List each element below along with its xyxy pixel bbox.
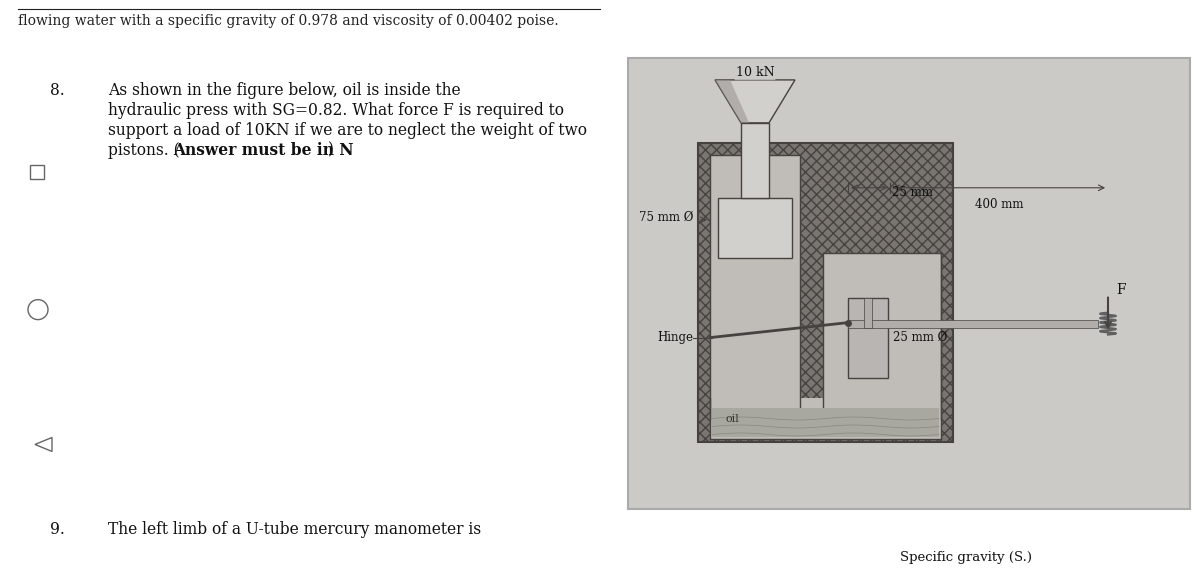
Polygon shape (35, 437, 52, 452)
Bar (823, 253, 941, 420)
Text: 75 mm Ø: 75 mm Ø (638, 211, 694, 224)
Text: 25 mm Ø: 25 mm Ø (893, 331, 947, 344)
Bar (698, 143, 953, 442)
Text: 25 mm: 25 mm (892, 186, 932, 199)
Bar (718, 198, 792, 258)
Bar (848, 320, 1098, 328)
Text: 10 kN: 10 kN (736, 66, 774, 79)
Text: F: F (1116, 283, 1126, 296)
Text: The left limb of a U-tube mercury manometer is: The left limb of a U-tube mercury manome… (108, 521, 481, 538)
Circle shape (28, 300, 48, 320)
Text: pistons. (: pistons. ( (108, 142, 180, 159)
Text: oil: oil (725, 415, 739, 424)
Text: flowing water with a specific gravity of 0.978 and viscosity of 0.00402 poise.: flowing water with a specific gravity of… (18, 14, 559, 28)
Bar (712, 407, 940, 437)
Text: support a load of 10KN if we are to neglect the weight of two: support a load of 10KN if we are to negl… (108, 122, 587, 139)
Text: 9.: 9. (50, 521, 65, 538)
Bar (848, 298, 888, 378)
Bar (30, 165, 44, 179)
Text: ): ) (328, 142, 334, 159)
Polygon shape (715, 80, 796, 123)
Text: hydraulic press with SG=0.82. What force F is required to: hydraulic press with SG=0.82. What force… (108, 102, 564, 119)
Bar (628, 58, 1190, 509)
Text: 8.: 8. (50, 82, 65, 99)
Bar (742, 123, 769, 198)
Text: Specific gravity (S.): Specific gravity (S.) (900, 552, 1032, 565)
Text: Hinge: Hinge (658, 331, 694, 344)
Bar (710, 398, 941, 440)
Bar (710, 155, 800, 420)
Text: As shown in the figure below, oil is inside the: As shown in the figure below, oil is ins… (108, 82, 461, 99)
Text: 400 mm: 400 mm (974, 198, 1024, 211)
Polygon shape (715, 80, 749, 123)
Text: Answer must be in N: Answer must be in N (173, 142, 354, 159)
Bar (864, 298, 872, 328)
